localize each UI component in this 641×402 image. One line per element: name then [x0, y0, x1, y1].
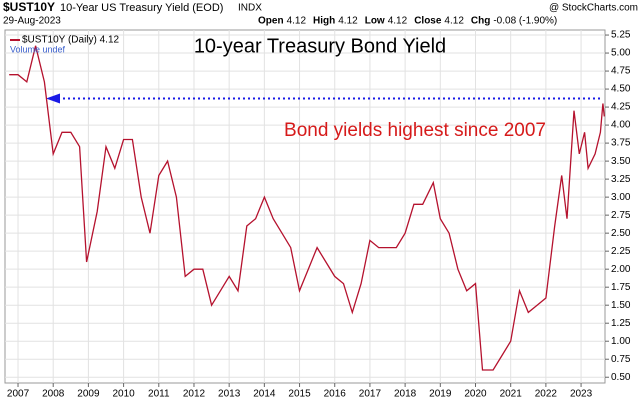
plot-frame — [4, 29, 606, 384]
y-tick-label: 1.50 — [611, 300, 631, 311]
y-tick-label: 2.00 — [611, 264, 631, 275]
y-tick-label: 0.50 — [611, 372, 631, 383]
quote-value: 4.12 — [287, 16, 307, 27]
y-tick-label: 5.00 — [611, 48, 631, 59]
quote-label: Open — [258, 16, 284, 27]
y-tick-label: 3.50 — [611, 156, 631, 167]
y-tick-label: 2.75 — [611, 210, 631, 221]
volume-label: Volume undef — [10, 44, 66, 54]
y-tick-label: 1.25 — [611, 318, 631, 329]
x-tick-label: 2013 — [218, 389, 241, 400]
quote-label: High — [313, 16, 335, 27]
chart-title: 10-year Treasury Bond Yield — [194, 35, 446, 57]
y-tick-label: 4.00 — [611, 120, 631, 131]
y-tick-label: 5.25 — [611, 30, 631, 41]
x-tick-label: 2017 — [359, 389, 382, 400]
x-tick-label: 2011 — [148, 389, 170, 400]
x-tick-label: 2018 — [394, 389, 417, 400]
quote-value: -0.08 (-1.90%) — [493, 16, 557, 27]
x-tick-label: 2008 — [42, 389, 65, 400]
x-tick-label: 2010 — [112, 389, 135, 400]
y-tick-label: 1.75 — [611, 282, 631, 293]
quote-value: 4.12 — [444, 16, 464, 27]
quote-value: 4.12 — [338, 16, 358, 27]
x-tick-label: 2015 — [288, 389, 311, 400]
x-tick-label: 2009 — [77, 389, 100, 400]
quote-label: Low — [365, 16, 385, 27]
series-line — [9, 45, 605, 371]
y-tick-label: 4.25 — [611, 102, 631, 113]
y-tick-label: 3.25 — [611, 174, 631, 185]
y-tick-label: 2.25 — [611, 246, 631, 257]
quote-label: Close — [414, 16, 442, 27]
date: 29-Aug-2023 — [3, 16, 61, 27]
symbol-name: 10-Year US Treasury Yield (EOD) — [60, 2, 223, 14]
x-tick-label: 2019 — [429, 389, 452, 400]
y-tick-label: 0.75 — [611, 354, 631, 365]
reference-arrow — [46, 93, 60, 104]
x-tick-label: 2022 — [535, 389, 558, 400]
y-tick-label: 4.50 — [611, 84, 631, 95]
plot — [9, 45, 605, 371]
y-tick-label: 3.00 — [611, 192, 631, 203]
y-tick-label: 2.50 — [611, 228, 631, 239]
y-tick-label: 4.75 — [611, 66, 631, 77]
quote-value: 4.12 — [388, 16, 408, 27]
exchange: INDX — [238, 3, 262, 14]
x-tick-label: 2007 — [7, 389, 30, 400]
y-tick-label: 3.75 — [611, 138, 631, 149]
symbol: $UST10Y — [3, 0, 55, 14]
quote: Open 4.12 High 4.12 Low 4.12 Close 4.12 Chg -0.08… — [258, 16, 557, 27]
grid — [5, 30, 605, 383]
y-tick-label: 1.00 — [611, 336, 631, 347]
annotation: Bond yields highest since 2007 — [284, 120, 546, 141]
x-tick-label: 2021 — [500, 389, 523, 400]
x-tick-label: 2020 — [464, 389, 487, 400]
x-tick-label: 2023 — [570, 389, 593, 400]
x-tick-label: 2016 — [324, 389, 347, 400]
legend-label: $UST10Y (Daily) 4.12 — [22, 35, 120, 46]
x-tick-label: 2014 — [253, 389, 276, 400]
quote-label: Chg — [471, 16, 490, 27]
copyright: @ StockCharts.com — [549, 3, 638, 14]
x-tick-label: 2012 — [183, 389, 206, 400]
